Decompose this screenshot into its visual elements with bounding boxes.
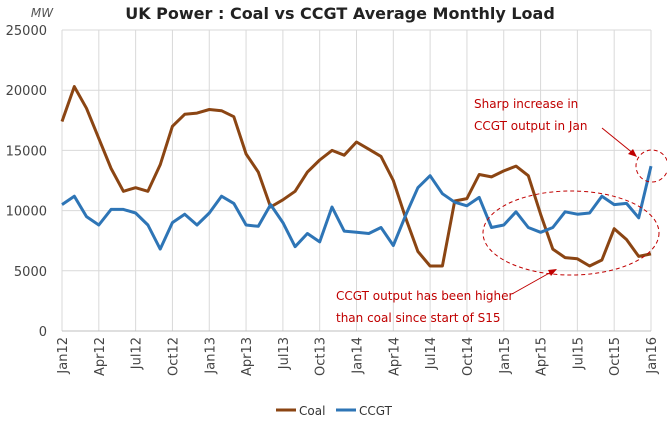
x-tick-label: Oct14: [461, 337, 476, 376]
arrowhead-s15-icon: [548, 269, 557, 276]
x-tick-label: Jul13: [277, 337, 292, 370]
annotations: Sharp increase in CCGT output in Jan CCG…: [336, 97, 667, 325]
x-tick-label: Jul14: [424, 337, 439, 370]
x-tick-label: Jan16: [645, 337, 660, 375]
highlight-circle-jan16: [635, 149, 667, 183]
x-tick-label: Jul12: [130, 337, 145, 370]
y-axis-unit-label: MW: [31, 6, 54, 20]
x-tick-label: Apr13: [240, 337, 255, 376]
chart-title: UK Power : Coal vs CCGT Average Monthly …: [125, 4, 555, 23]
annotation-jan-line1: Sharp increase in: [474, 97, 578, 111]
annotation-jan-line2: CCGT output in Jan: [474, 119, 587, 133]
x-tick-label: Jan13: [203, 337, 218, 375]
x-tick-label: Oct12: [166, 337, 181, 376]
x-tick-label: Apr15: [535, 337, 550, 376]
legend: Coal CCGT: [276, 404, 393, 418]
x-tick-label: Oct13: [314, 337, 329, 376]
x-tick-label: Apr12: [93, 337, 108, 376]
x-tick-label: Oct15: [608, 337, 623, 376]
annotation-s15-line1: CCGT output has been higher: [336, 289, 514, 303]
x-tick-label: Jan12: [56, 337, 71, 375]
x-tick-label: Jan14: [351, 337, 366, 375]
y-tick-label: 5000: [14, 265, 47, 280]
y-tick-label: 10000: [6, 205, 47, 220]
y-tick-label: 0: [39, 325, 47, 340]
x-tick-label: Jan15: [498, 337, 513, 375]
x-tick-label: Jul15: [571, 337, 586, 370]
annotation-s15-line2: than coal since start of S15: [336, 311, 501, 325]
x-tick-label: Apr14: [387, 337, 402, 376]
legend-label-coal: Coal: [299, 404, 325, 418]
arrow-s15: [511, 270, 554, 295]
arrowhead-jan-icon: [628, 149, 637, 157]
arrow-jan: [601, 127, 635, 155]
y-tick-label: 15000: [6, 144, 47, 159]
y-tick-label: 20000: [6, 84, 47, 99]
highlight-ellipse-s15: [482, 190, 660, 276]
y-tick-label: 25000: [6, 24, 47, 39]
legend-label-ccgt: CCGT: [359, 404, 393, 418]
